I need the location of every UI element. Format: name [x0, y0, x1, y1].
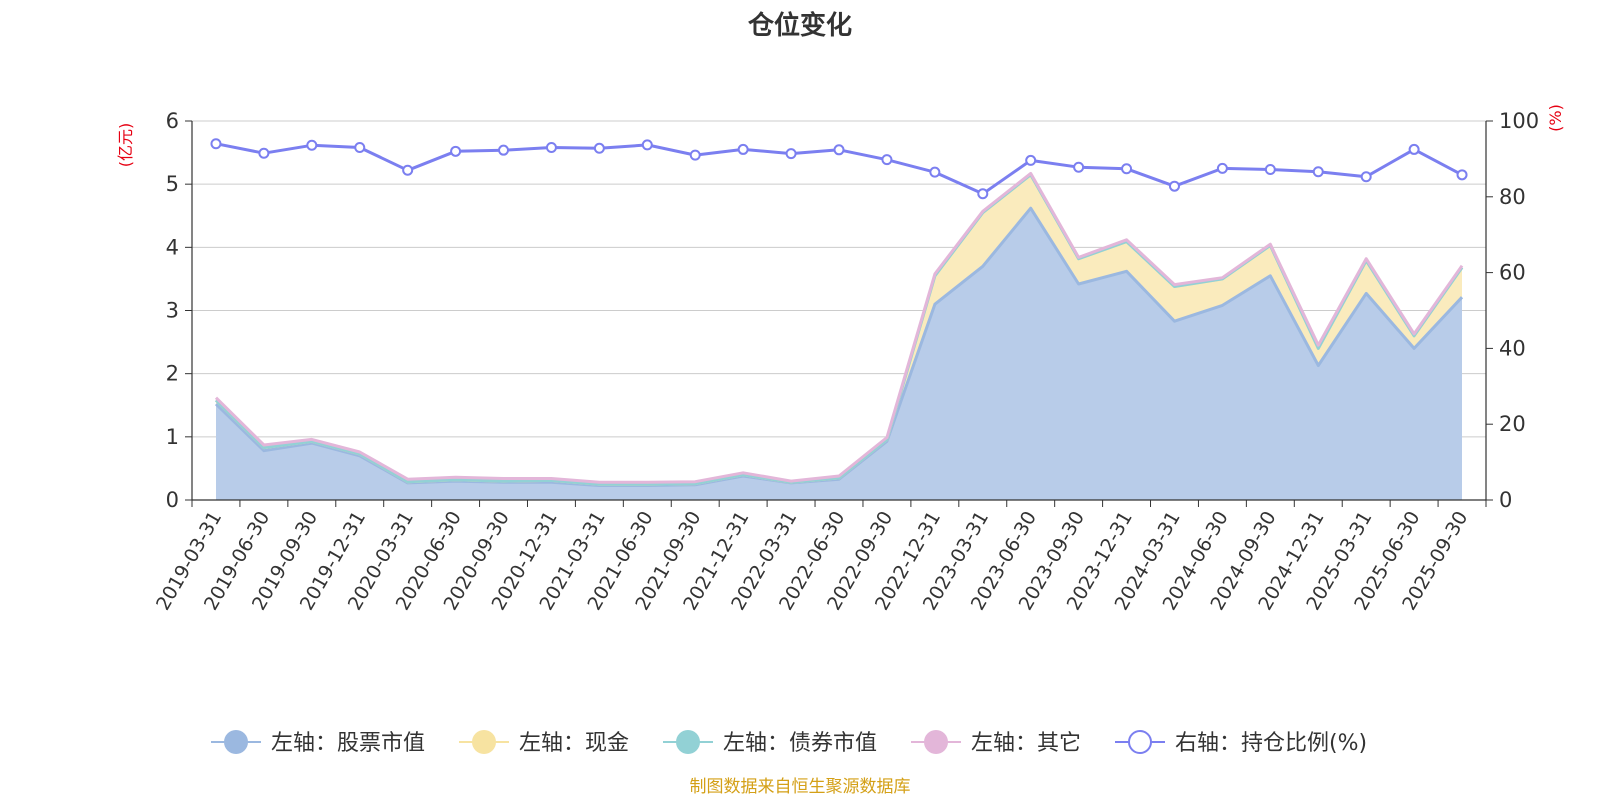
source-note: 制图数据来自恒生聚源数据库: [690, 777, 911, 797]
legend-marker: [676, 730, 700, 754]
ratio-point[interactable]: [593, 142, 605, 154]
legend-item[interactable]: 左轴：其它: [911, 730, 1081, 756]
legend-label: 左轴：其它: [971, 731, 1081, 756]
ratio-point[interactable]: [498, 144, 510, 156]
legend-label: 左轴：债券市值: [723, 731, 877, 756]
ratio-point[interactable]: [1312, 166, 1324, 178]
left-tick-label: 3: [166, 299, 179, 323]
ratio-point[interactable]: [545, 142, 557, 154]
ratio-point[interactable]: [258, 147, 270, 159]
legend-marker: [1128, 730, 1152, 754]
ratio-point[interactable]: [737, 143, 749, 155]
left-tick-label: 5: [166, 172, 179, 196]
legend-marker: [472, 730, 496, 754]
ratio-point[interactable]: [1264, 164, 1276, 176]
right-tick-label: 100: [1499, 109, 1539, 133]
area-左轴：股票市值: [216, 208, 1462, 500]
legend-item[interactable]: 左轴：股票市值: [211, 730, 425, 756]
left-tick-label: 0: [166, 488, 179, 512]
ratio-point[interactable]: [210, 138, 222, 150]
chart-title: 仓位变化: [747, 10, 852, 41]
ratio-point[interactable]: [1121, 163, 1133, 175]
legend-item[interactable]: 右轴：持仓比例(%): [1115, 730, 1367, 756]
ratio-points: [210, 138, 1468, 200]
ratio-point[interactable]: [689, 149, 701, 161]
legend-item[interactable]: 左轴：债券市值: [663, 730, 877, 756]
ratio-point[interactable]: [1456, 169, 1468, 181]
left-tick-label: 6: [166, 109, 179, 133]
ratio-point[interactable]: [1408, 143, 1420, 155]
ratio-point[interactable]: [833, 144, 845, 156]
legend-label: 左轴：股票市值: [271, 731, 425, 756]
ratio-point[interactable]: [785, 148, 797, 160]
ratio-point[interactable]: [881, 154, 893, 166]
legend-marker: [224, 730, 248, 754]
ratio-point[interactable]: [977, 188, 989, 200]
left-tick-label: 4: [166, 235, 179, 259]
legend: 左轴：股票市值 左轴：现金 左轴：债券市值 左轴：其它 右轴：持仓比例(%): [211, 730, 1367, 756]
right-tick-label: 40: [1499, 336, 1526, 360]
ratio-point[interactable]: [929, 166, 941, 178]
ratio-point[interactable]: [641, 139, 653, 151]
ratio-point[interactable]: [1216, 162, 1228, 174]
ratio-point[interactable]: [1168, 180, 1180, 192]
line-左轴：其它: [214, 171, 1464, 484]
right-tick-label: 0: [1499, 488, 1512, 512]
right-tick-label: 80: [1499, 185, 1526, 209]
ratio-point[interactable]: [450, 145, 462, 157]
ratio-point[interactable]: [1025, 154, 1037, 166]
ratio-point[interactable]: [402, 164, 414, 176]
legend-label: 左轴：现金: [519, 731, 629, 756]
ratio-point[interactable]: [1073, 161, 1085, 173]
left-axis-unit: (亿元): [116, 123, 135, 168]
right-tick-label: 20: [1499, 412, 1526, 436]
ratio-point[interactable]: [1360, 171, 1372, 183]
right-axis-unit: (%): [1546, 104, 1565, 132]
legend-item[interactable]: 左轴：现金: [459, 730, 629, 756]
stacked-areas: [216, 173, 1462, 500]
legend-marker: [924, 730, 948, 754]
ratio-point[interactable]: [354, 142, 366, 154]
ratio-point[interactable]: [306, 139, 318, 151]
legend-label: 右轴：持仓比例(%): [1175, 731, 1367, 756]
left-tick-label: 1: [166, 425, 179, 449]
right-tick-label: 60: [1499, 261, 1526, 285]
left-tick-label: 2: [166, 362, 179, 386]
